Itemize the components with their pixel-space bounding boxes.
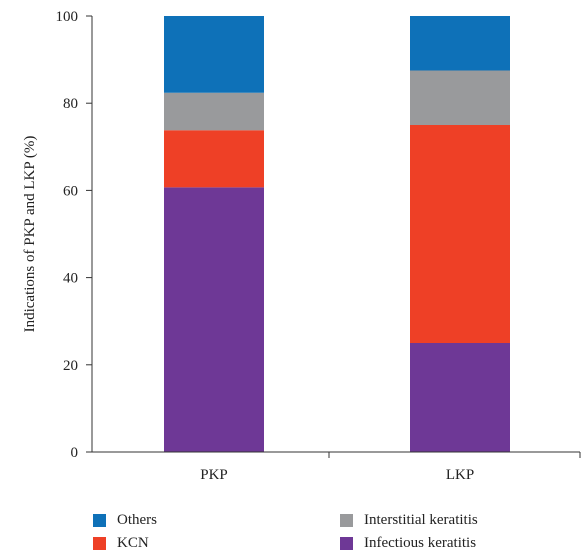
bar-segment-pkp-kcn xyxy=(164,130,264,188)
axes-group xyxy=(91,16,580,453)
bar-segment-lkp-infectious-keratitis xyxy=(410,343,510,452)
bar-segment-pkp-interstitial-keratitis xyxy=(164,92,264,131)
x-ticks-group: PKP LKP xyxy=(200,452,581,483)
bar-segment-lkp-kcn xyxy=(410,125,510,343)
y-tick-label: 20 xyxy=(63,358,78,374)
y-tick-label: 100 xyxy=(56,9,79,25)
bar-segment-lkp-others xyxy=(410,16,510,71)
y-tick-label: 80 xyxy=(63,96,78,112)
bars-group xyxy=(164,16,510,452)
bar-segment-lkp-interstitial-keratitis xyxy=(410,70,510,125)
bar-segment-pkp-others xyxy=(164,16,264,93)
y-tick-label: 0 xyxy=(71,445,79,461)
y-ticks-group: 0 20 40 60 80 100 xyxy=(56,9,92,461)
x-tick-label-lkp: LKP xyxy=(446,467,474,483)
y-tick-label: 40 xyxy=(63,271,78,287)
y-axis-title: Indications of PKP and LKP (%) xyxy=(22,136,38,333)
bar-segment-pkp-infectious-keratitis xyxy=(164,187,264,452)
x-tick-label-pkp: PKP xyxy=(200,467,228,483)
y-tick-label: 60 xyxy=(63,183,78,199)
